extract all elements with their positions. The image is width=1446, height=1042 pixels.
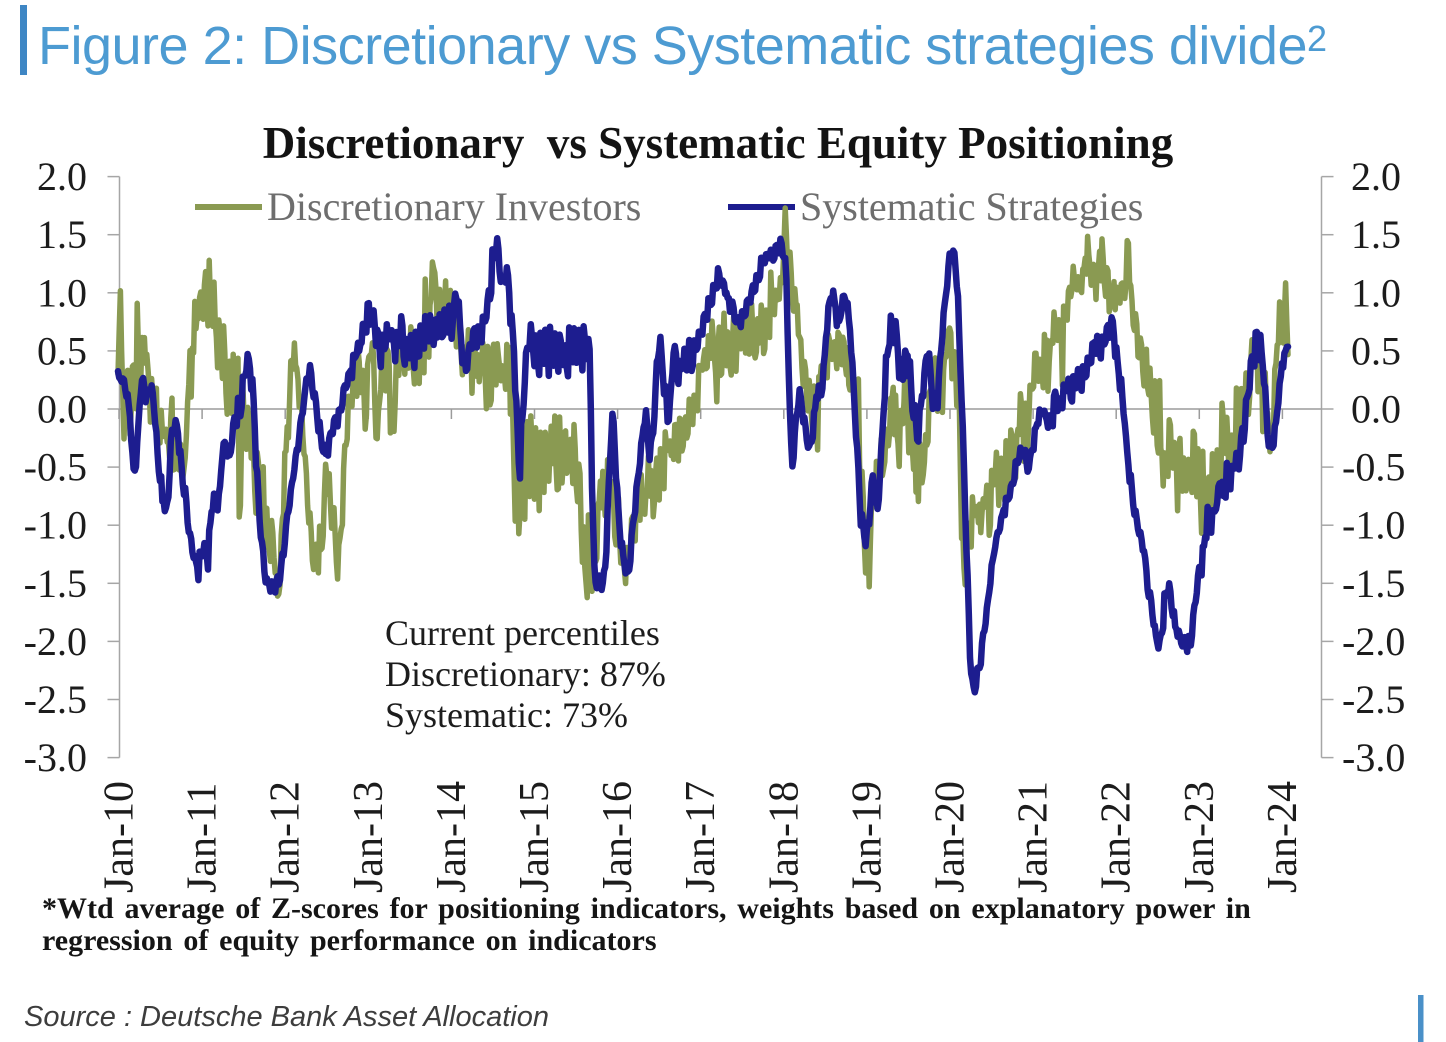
svg-text:Jan-18: Jan-18 (761, 781, 807, 893)
svg-text:Systematic Strategies: Systematic Strategies (800, 184, 1143, 229)
svg-text:1.5: 1.5 (37, 212, 87, 257)
svg-text:-2.5: -2.5 (24, 677, 87, 722)
svg-text:-3.0: -3.0 (1342, 735, 1405, 780)
svg-text:-1.0: -1.0 (1342, 503, 1405, 548)
svg-text:-2.0: -2.0 (1342, 619, 1405, 664)
svg-text:Jan-22: Jan-22 (1094, 781, 1140, 893)
svg-text:Jan-19: Jan-19 (844, 781, 890, 893)
svg-text:Current percentiles: Current percentiles (385, 613, 660, 653)
svg-text:-2.5: -2.5 (1342, 677, 1405, 722)
svg-text:2.0: 2.0 (1351, 154, 1401, 199)
svg-text:-2.0: -2.0 (24, 619, 87, 664)
svg-text:0.5: 0.5 (1351, 328, 1401, 373)
svg-text:Jan-20: Jan-20 (928, 781, 974, 893)
svg-text:Jan-13: Jan-13 (346, 781, 392, 893)
svg-text:1.0: 1.0 (37, 270, 87, 315)
svg-text:-3.0: -3.0 (24, 735, 87, 780)
svg-text:Discretionary: 87%: Discretionary: 87% (385, 654, 666, 694)
svg-text:Jan-10: Jan-10 (97, 781, 143, 893)
svg-text:Jan-23: Jan-23 (1177, 781, 1223, 893)
svg-text:Jan-14: Jan-14 (429, 781, 475, 893)
svg-text:-0.5: -0.5 (1342, 445, 1405, 490)
svg-text:Discretionary vs Systematic E: Discretionary vs Systematic Equity Posit… (263, 118, 1174, 168)
svg-text:Jan-24: Jan-24 (1260, 781, 1306, 893)
svg-text:regression of equity performan: regression of equity performance on indi… (42, 924, 657, 957)
svg-text:2.0: 2.0 (37, 154, 87, 199)
svg-text:Systematic: 73%: Systematic: 73% (385, 695, 628, 735)
svg-text:Jan-15: Jan-15 (512, 781, 558, 893)
svg-text:Jan-11: Jan-11 (180, 783, 226, 893)
svg-text:-1.0: -1.0 (24, 503, 87, 548)
svg-text:1.0: 1.0 (1351, 270, 1401, 315)
svg-text:Jan-21: Jan-21 (1011, 781, 1057, 893)
svg-text:0.0: 0.0 (37, 387, 87, 432)
svg-text:0.5: 0.5 (37, 328, 87, 373)
svg-text:Figure 2: Discretionary vs Sys: Figure 2: Discretionary vs Systematic st… (38, 16, 1327, 76)
svg-text:-1.5: -1.5 (24, 561, 87, 606)
svg-text:Jan-16: Jan-16 (595, 781, 641, 893)
svg-text:-1.5: -1.5 (1342, 561, 1405, 606)
svg-text:Jan-12: Jan-12 (263, 781, 309, 893)
svg-text:Discretionary Investors: Discretionary Investors (267, 184, 641, 229)
svg-text:0.0: 0.0 (1351, 387, 1401, 432)
svg-text:-0.5: -0.5 (24, 445, 87, 490)
svg-text:Source : Deutsche Bank Asset A: Source : Deutsche Bank Asset Allocation (24, 1001, 549, 1033)
svg-text:*Wtd average of Z-scores for p: *Wtd average of Z-scores for positioning… (42, 892, 1251, 925)
svg-text:1.5: 1.5 (1351, 212, 1401, 257)
svg-text:Jan-17: Jan-17 (678, 781, 724, 893)
